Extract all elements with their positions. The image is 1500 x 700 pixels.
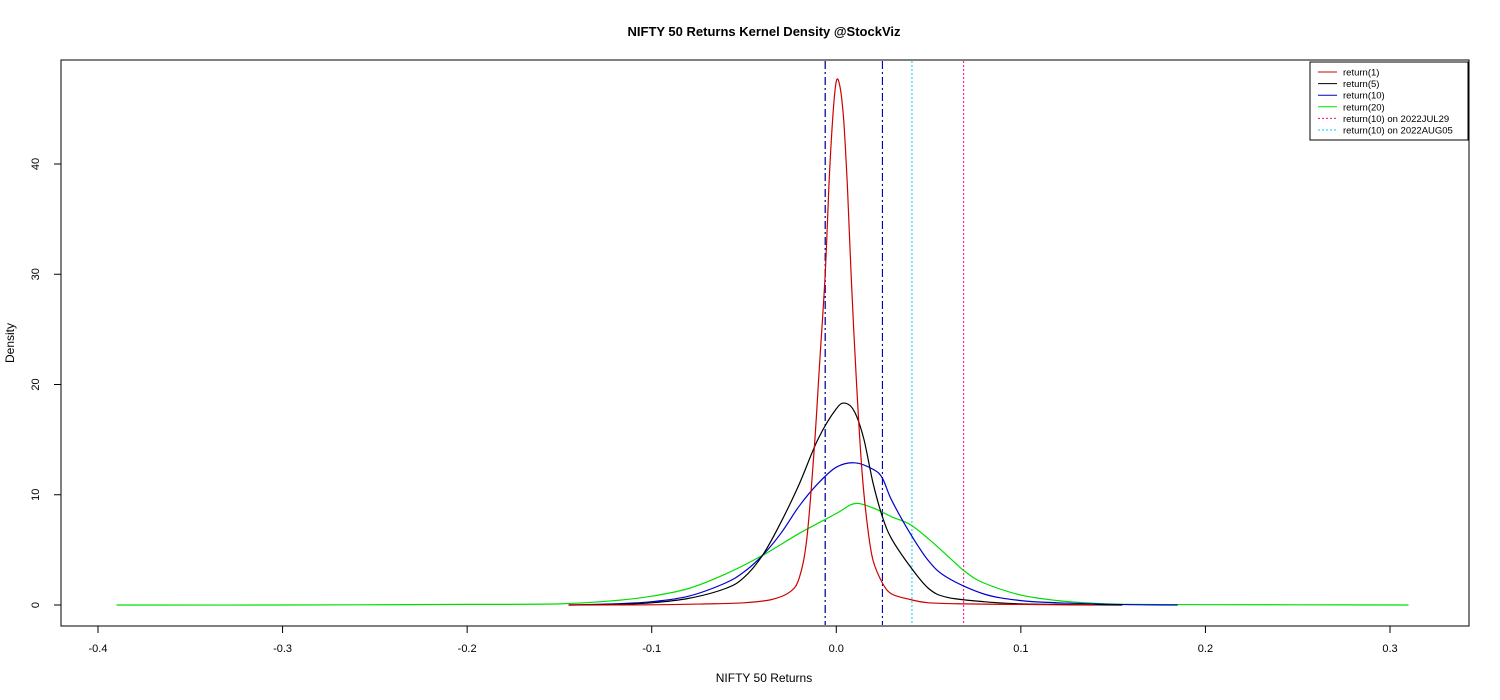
legend: return(1)return(5)return(10)return(20)re… (1309, 61, 1469, 141)
series-line-return-10 (568, 462, 1178, 606)
y-tick-label: 40 (30, 158, 42, 170)
y-axis: 0 10 20 30 40 (30, 158, 62, 608)
plot-frame (60, 59, 1470, 627)
chart-title: NIFTY 50 Returns Kernel Density @StockVi… (628, 24, 902, 39)
series-line-return-20 (116, 502, 1409, 606)
x-tick-label: -0.1 (642, 643, 661, 655)
x-tick-label: -0.2 (458, 643, 477, 655)
x-tick-label: 0.0 (829, 643, 844, 655)
y-tick-label: 30 (30, 268, 42, 280)
x-tick-label: -0.4 (89, 643, 108, 655)
legend-label: return(10) (1343, 91, 1385, 102)
y-tick-label: 20 (30, 378, 42, 390)
legend-label: return(20) (1343, 102, 1385, 113)
series-line-return-1 (568, 78, 1095, 606)
x-tick-label: 0.2 (1198, 643, 1213, 655)
density-curves (116, 78, 1409, 606)
legend-label: return(10) on 2022AUG05 (1343, 126, 1453, 137)
x-axis-label: NIFTY 50 Returns (716, 671, 812, 685)
y-tick-label: 0 (30, 602, 42, 608)
legend-label: return(5) (1343, 79, 1379, 90)
x-tick-label: 0.3 (1382, 643, 1397, 655)
x-tick-label: 0.1 (1013, 643, 1028, 655)
x-tick-label: -0.3 (273, 643, 292, 655)
legend-label: return(1) (1343, 68, 1379, 79)
x-axis: -0.4 -0.3 -0.2 -0.1 0.0 0.1 0.2 0.3 (89, 625, 1398, 655)
reference-lines (824, 61, 965, 625)
y-tick-label: 10 (30, 489, 42, 501)
y-axis-label: Density (3, 323, 17, 363)
legend-box (1309, 61, 1469, 141)
legend-label: return(10) on 2022JUL29 (1343, 114, 1449, 125)
series-line-return-5 (568, 402, 1123, 606)
